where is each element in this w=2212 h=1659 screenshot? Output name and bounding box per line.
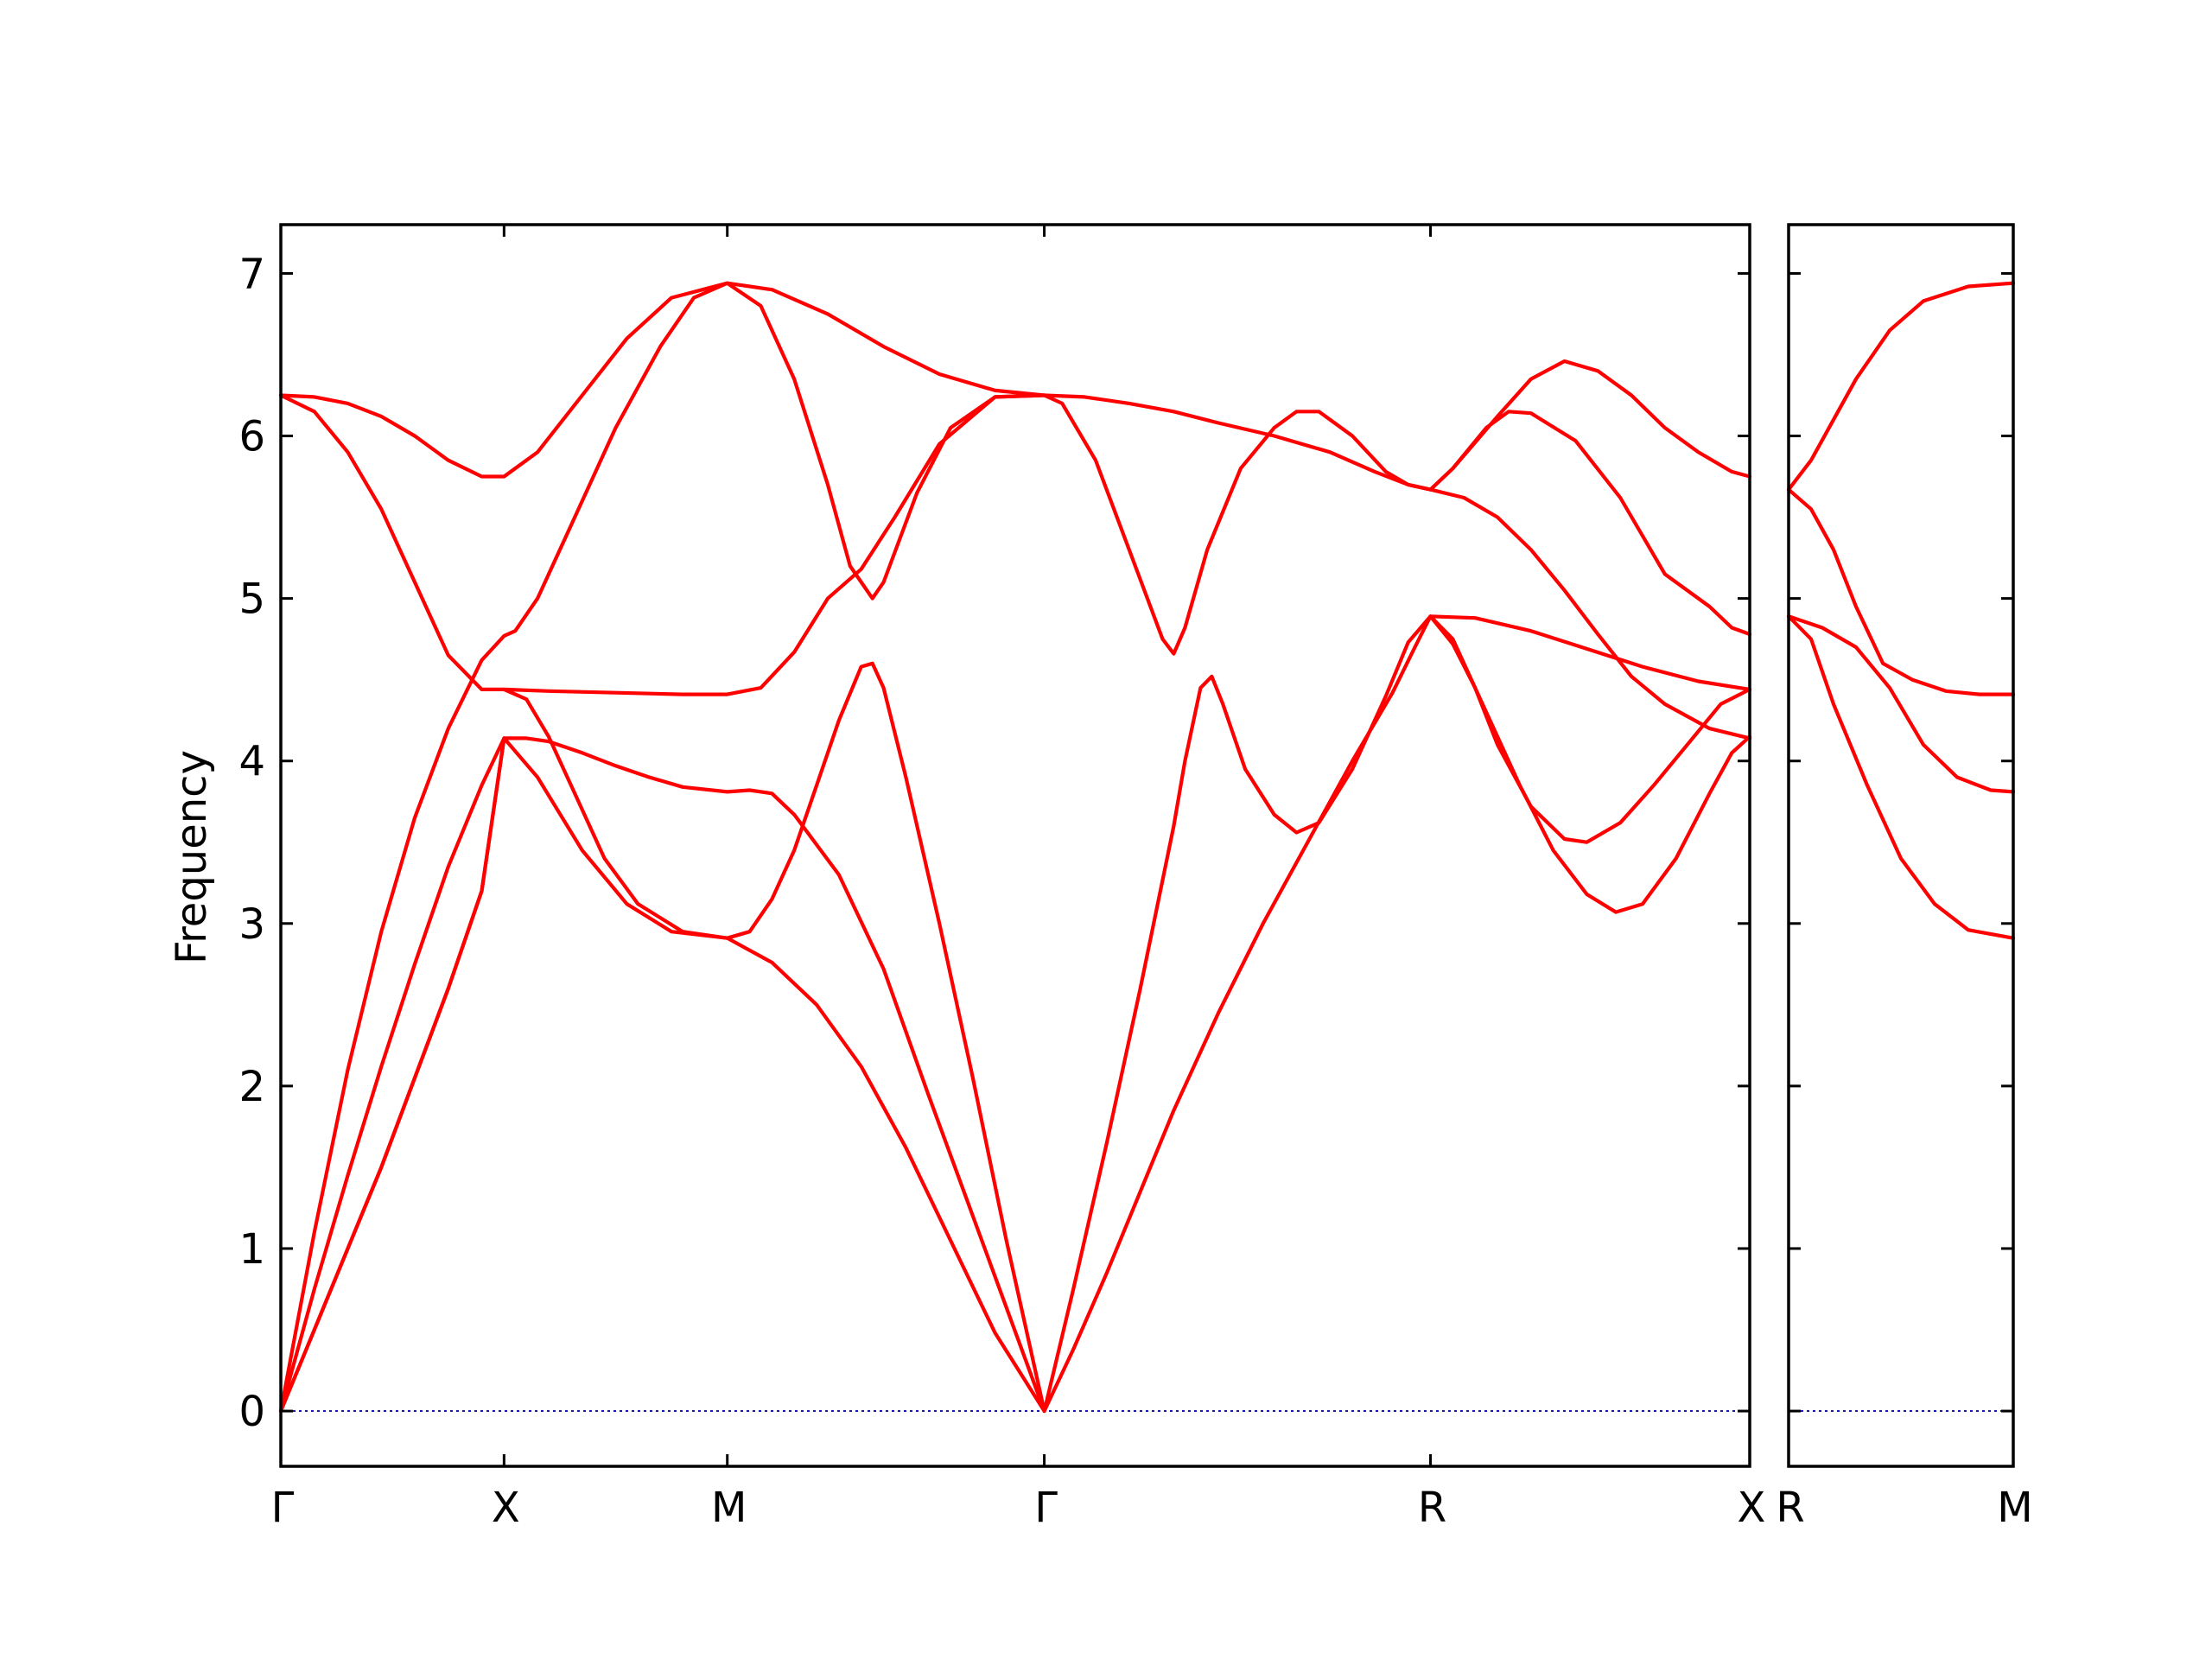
kpoint-label-0: Γ bbox=[271, 1484, 295, 1532]
kpoint-label-5: X bbox=[1738, 1484, 1766, 1532]
kpoint-label-3: Γ bbox=[1034, 1484, 1058, 1532]
band-6 bbox=[278, 736, 506, 1414]
y-tick-label-0: 0 bbox=[238, 1388, 265, 1436]
band-1 bbox=[278, 736, 1046, 1414]
kpoint-label-2: M bbox=[711, 1484, 747, 1532]
y-tick-label-5: 5 bbox=[238, 575, 265, 624]
band-2 bbox=[278, 736, 1046, 1414]
band-12 bbox=[1428, 487, 1752, 741]
band-13 bbox=[1428, 614, 1752, 844]
band-11 bbox=[1042, 359, 1752, 492]
band-1 bbox=[1786, 281, 2016, 492]
band-3 bbox=[278, 281, 1046, 1414]
y-axis-label: Frequency bbox=[168, 750, 216, 964]
kpoint-label-1: X bbox=[492, 1484, 520, 1532]
kpoint-label-1: M bbox=[1997, 1484, 2032, 1532]
band-10 bbox=[1042, 393, 1752, 656]
y-tick-label-1: 1 bbox=[238, 1225, 265, 1274]
band-4 bbox=[1786, 614, 2016, 940]
band-5 bbox=[278, 281, 1046, 479]
band-7 bbox=[502, 661, 1046, 1414]
band-8 bbox=[1042, 614, 1752, 1414]
left-panel: 0 1 2 3 4 5 6 7 Γ X M Γ R X bbox=[238, 223, 1766, 1532]
plot-frame bbox=[1787, 223, 2015, 1468]
y-tick-label-2: 2 bbox=[238, 1063, 265, 1111]
band-3 bbox=[1786, 614, 2016, 794]
y-tick-label-6: 6 bbox=[238, 413, 265, 461]
band-4 bbox=[278, 393, 1046, 696]
band-9 bbox=[1042, 614, 1752, 1414]
kpoint-label-0: R bbox=[1776, 1484, 1804, 1532]
band-2 bbox=[1786, 487, 2016, 696]
y-tick-label-7: 7 bbox=[238, 250, 265, 298]
plot-frame bbox=[279, 223, 1751, 1468]
y-tick-label-4: 4 bbox=[238, 738, 265, 786]
kpoint-label-4: R bbox=[1418, 1484, 1446, 1532]
y-tick-label-3: 3 bbox=[238, 900, 265, 949]
